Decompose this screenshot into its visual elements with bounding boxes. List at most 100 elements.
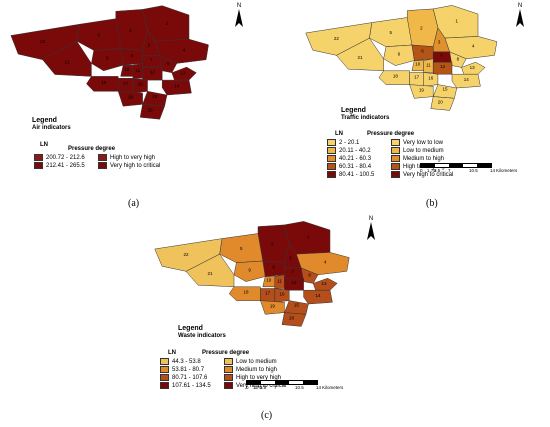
legend-swatch — [327, 163, 336, 170]
district-20 — [430, 96, 455, 111]
north-arrow-icon — [235, 9, 243, 27]
legend-col-pressure: Pressure degree — [68, 146, 116, 152]
scale-tick-label: 1.75 — [427, 168, 436, 173]
legend-range: 40.21 - 60.3 — [339, 155, 372, 162]
district-label: 4 — [324, 260, 327, 265]
legend-degree: High to very high — [110, 154, 156, 161]
legend-title: Legend — [341, 107, 366, 114]
scale-tick-label: 14 — [316, 385, 322, 390]
legend-range: 200.72 - 212.6 — [46, 154, 85, 161]
legend-row: 80.41 - 100.5 Very high to critical — [327, 171, 453, 178]
legend-swatch — [34, 154, 43, 161]
district-label: 10 — [266, 278, 272, 283]
legend-swatch — [224, 382, 233, 389]
district-label: 9 — [398, 51, 401, 56]
district-label: 3 — [147, 43, 150, 48]
district-label: 13 — [321, 281, 327, 286]
district-label: 20 — [147, 108, 153, 113]
scale-bar-graphic — [420, 163, 492, 168]
legend-swatch — [391, 171, 400, 178]
legend-swatch — [327, 139, 336, 146]
district-label: 7 — [150, 58, 153, 63]
legend-col-ln: LN — [168, 350, 176, 356]
district-label: 7 — [440, 53, 443, 58]
district-label: 14 — [174, 84, 180, 89]
legend-degree: Low to medium — [236, 358, 277, 365]
district-label: 5 — [97, 32, 100, 37]
district-9 — [91, 48, 124, 72]
legend-swatch — [224, 358, 233, 365]
legend-degree: Very high to critical — [236, 382, 287, 389]
north-label: N — [517, 3, 523, 9]
legend-range: 44.3 - 53.8 — [172, 358, 201, 365]
district-label: 6 — [130, 53, 133, 58]
legend-row: 212.41 - 265.5 Very high to critical — [34, 162, 160, 169]
scale-bar-b: 0 1.75 3.5 7 10.5 14 Kilometers — [420, 163, 520, 177]
north-label: N — [368, 216, 374, 222]
district-label: 4 — [183, 47, 186, 52]
legend-range: 53.81 - 80.7 — [172, 366, 205, 373]
district-label: 2 — [420, 26, 423, 31]
district-14 — [451, 73, 481, 89]
caption-c: (c) — [261, 410, 273, 421]
legend-subtitle: Air indicators — [32, 125, 71, 131]
district-label: 9 — [248, 267, 251, 272]
legend-range: 80.41 - 100.5 — [339, 171, 375, 178]
district-label: 6 — [272, 265, 275, 270]
scale-unit: Kilometers — [496, 168, 518, 173]
district-22 — [154, 238, 223, 272]
district-13 — [171, 66, 197, 81]
legend-col-ln: LN — [335, 131, 343, 137]
district-label: 16 — [279, 291, 285, 296]
north-arrow-icon — [516, 9, 524, 27]
north-arrow-icon — [367, 222, 375, 240]
scale-unit: Kilometers — [322, 385, 344, 390]
north-label: N — [236, 3, 242, 9]
legend-swatch — [391, 155, 400, 162]
district-label: 17 — [414, 75, 420, 80]
scale-tick-label: 3.5 — [260, 385, 267, 390]
district-label: 13 — [180, 71, 186, 76]
legend-row: 44.3 - 53.8 Low to medium — [160, 358, 277, 365]
legend-range: 107.61 - 134.5 — [172, 382, 211, 389]
district-label: 14 — [315, 293, 321, 298]
district-label: 2 — [129, 28, 132, 33]
district-label: 4 — [472, 44, 475, 49]
legend-subtitle: Traffic indicators — [341, 115, 390, 121]
district-label: 8 — [457, 57, 460, 62]
district-label: 5 — [389, 30, 392, 35]
district-label: 18 — [243, 290, 249, 295]
legend-row: 200.72 - 212.6 High to very high — [34, 154, 155, 161]
district-label: 14 — [464, 77, 470, 82]
district-label: 20 — [438, 100, 444, 105]
district-label: 17 — [123, 81, 129, 86]
legend-range: 2 - 20.1 — [339, 139, 360, 146]
legend-degree: Medium to high — [236, 366, 278, 373]
legend-degree: Low to medium — [403, 147, 444, 154]
district-14 — [161, 79, 192, 96]
scale-tick-label: 7 — [274, 385, 277, 390]
district-22 — [10, 23, 80, 60]
scale-tick-label: 7 — [448, 168, 451, 173]
district-label: 18 — [101, 80, 107, 85]
legend-swatch — [98, 162, 107, 169]
north-arrow: N — [365, 216, 377, 244]
legend-row: 40.21 - 60.3 Medium to high — [327, 155, 444, 162]
legend-swatch — [327, 155, 336, 162]
district-label: 12 — [150, 70, 156, 75]
district-label: 11 — [426, 63, 431, 68]
legend-a: Legend Air indicators — [32, 117, 152, 131]
district-label: 1 — [307, 235, 310, 240]
scale-bar-c: 0 1.75 3.5 7 10.5 14 Kilometers — [246, 380, 346, 394]
district-20 — [281, 312, 307, 327]
district-label: 6 — [421, 49, 424, 54]
district-20 — [139, 104, 165, 120]
district-14 — [303, 289, 333, 305]
district-label: 8 — [308, 273, 311, 278]
district-label: 21 — [207, 271, 213, 276]
district-label: 22 — [334, 36, 340, 41]
legend-swatch — [98, 154, 107, 161]
district-label: 11 — [135, 68, 140, 73]
